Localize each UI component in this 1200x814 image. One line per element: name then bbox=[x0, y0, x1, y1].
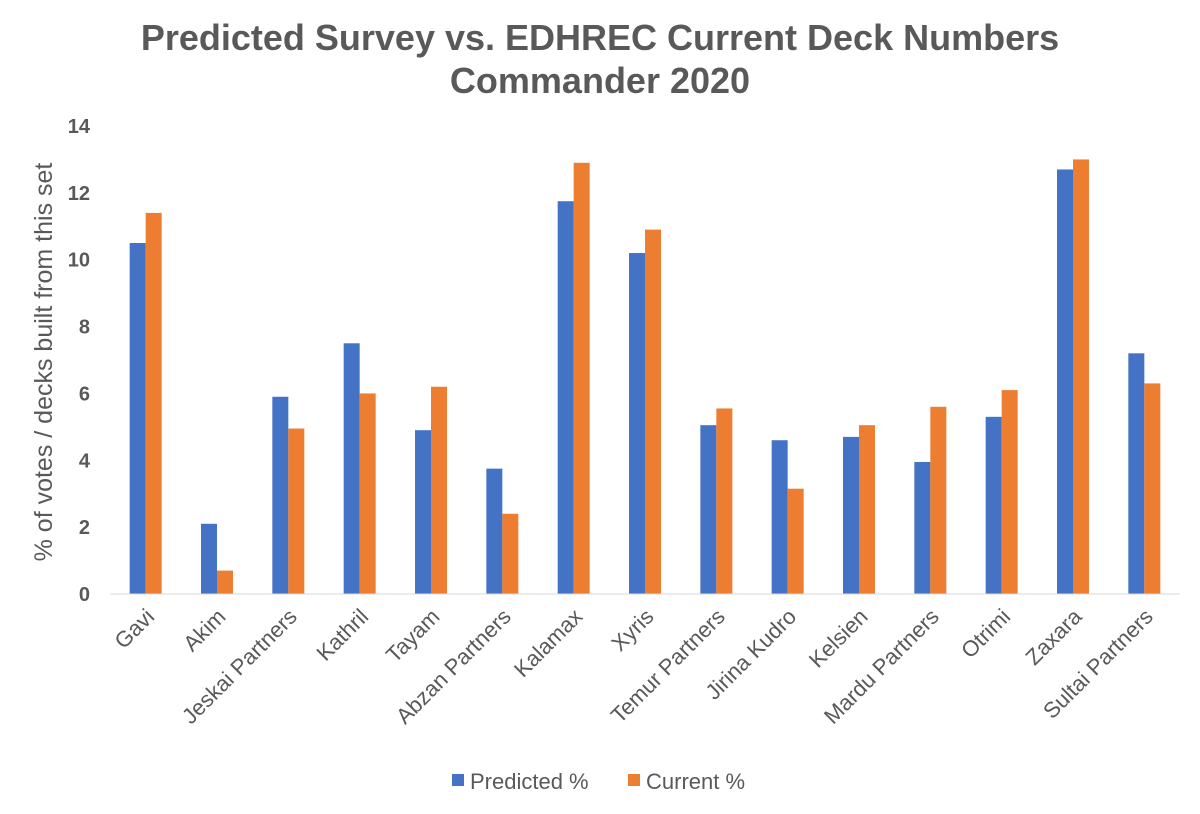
bar-current bbox=[431, 386, 447, 594]
bar-current bbox=[573, 162, 590, 594]
bar-current bbox=[645, 229, 661, 594]
bar-predicted bbox=[843, 436, 859, 594]
bar-current bbox=[859, 425, 875, 594]
x-tick-label: Kathril bbox=[311, 604, 373, 666]
bar-current bbox=[1001, 390, 1018, 594]
bar-current bbox=[359, 393, 376, 594]
bar-current bbox=[1144, 383, 1161, 594]
bar-current bbox=[502, 513, 519, 594]
bar-predicted bbox=[343, 343, 360, 594]
x-tick-label: Kelsien bbox=[804, 604, 873, 673]
legend-label: Current % bbox=[646, 769, 745, 794]
bar-current bbox=[1073, 159, 1089, 594]
x-tick-label: Otrimi bbox=[956, 604, 1015, 663]
bar-predicted bbox=[201, 523, 217, 594]
bar-current bbox=[787, 488, 804, 594]
y-tick-label: 12 bbox=[68, 183, 90, 205]
bar-predicted bbox=[985, 416, 1002, 594]
bar-current bbox=[930, 406, 947, 594]
y-tick-label: 2 bbox=[79, 517, 90, 539]
chart-title: Predicted Survey vs. EDHREC Current Deck… bbox=[141, 17, 1059, 58]
legend-swatch bbox=[452, 774, 464, 786]
bar-predicted bbox=[771, 440, 788, 594]
y-axis-label: % of votes / decks built from this set bbox=[30, 163, 58, 562]
bar-current bbox=[145, 212, 162, 594]
y-tick-label: 10 bbox=[68, 250, 90, 272]
legend-label: Predicted % bbox=[470, 769, 589, 794]
bar-predicted bbox=[272, 396, 289, 594]
bar-predicted bbox=[486, 468, 503, 594]
bar-current bbox=[288, 428, 305, 594]
bar-predicted bbox=[914, 461, 931, 594]
bar-current bbox=[217, 570, 233, 594]
x-tick-label: Xyris bbox=[606, 604, 658, 656]
x-tick-label: Zaxara bbox=[1020, 603, 1087, 670]
bar-predicted bbox=[1128, 353, 1145, 594]
y-axis-ticks: 0 2 4 6 8 10 12 14 bbox=[68, 116, 91, 606]
bar-predicted bbox=[1057, 169, 1073, 594]
chart-subtitle: Commander 2020 bbox=[450, 60, 750, 101]
bar-predicted bbox=[415, 430, 431, 594]
bar-predicted bbox=[700, 425, 717, 594]
bar-predicted bbox=[129, 243, 146, 594]
x-tick-label: Akim bbox=[178, 604, 230, 656]
legend-swatch bbox=[628, 774, 640, 786]
x-tick-label: Kalamax bbox=[509, 604, 587, 682]
x-tick-label: Tayam bbox=[381, 604, 444, 667]
y-tick-label: 8 bbox=[79, 317, 90, 339]
x-tick-label: Gavi bbox=[110, 604, 160, 654]
y-tick-label: 0 bbox=[79, 584, 90, 606]
bar-current bbox=[716, 408, 733, 594]
bar-predicted bbox=[557, 201, 574, 594]
legend: Predicted % Current % bbox=[452, 769, 745, 794]
y-tick-label: 4 bbox=[79, 450, 91, 472]
bars-group bbox=[129, 159, 1161, 594]
y-tick-label: 14 bbox=[68, 116, 91, 138]
y-tick-label: 6 bbox=[79, 383, 90, 405]
bar-predicted bbox=[629, 253, 645, 594]
